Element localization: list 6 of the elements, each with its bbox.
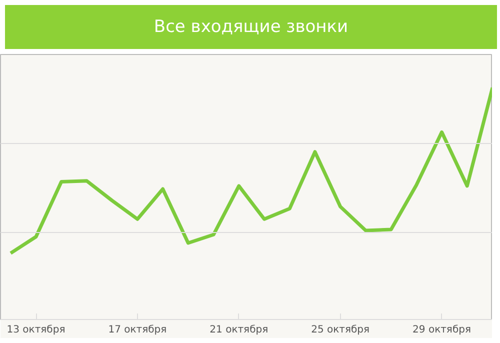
x-tick-label: 29 октября xyxy=(412,324,471,336)
x-tick-label: 25 октября xyxy=(311,324,370,336)
x-tick-label: 13 октября xyxy=(6,324,66,336)
x-tick-label: 17 октября xyxy=(108,324,167,336)
chart-title: Все входящие звонки xyxy=(154,16,348,39)
x-tick-label: 21 октября xyxy=(210,324,268,336)
